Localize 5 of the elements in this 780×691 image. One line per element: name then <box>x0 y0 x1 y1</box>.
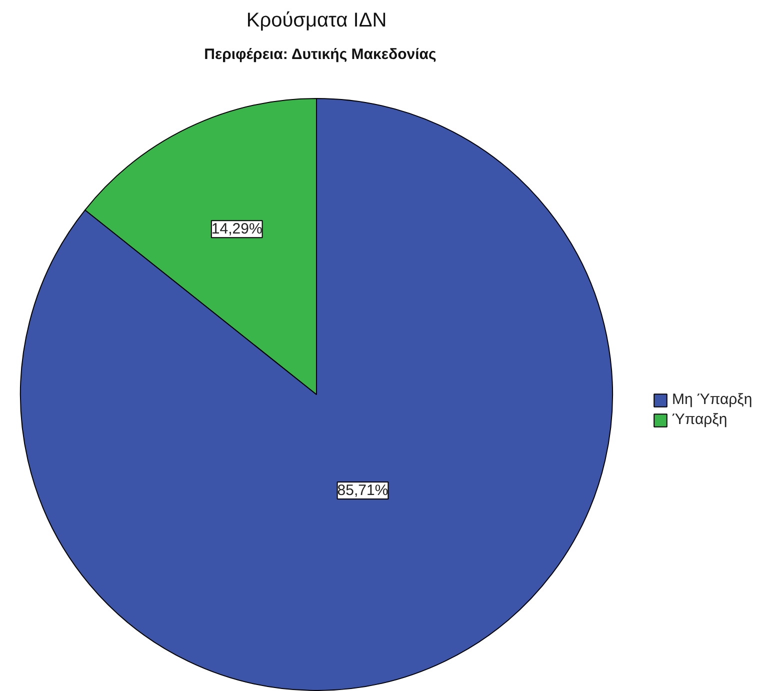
data-label: 14,29% <box>211 220 262 238</box>
chart-subtitle: Περιφέρεια: Δυτικής Μακεδονίας <box>204 46 436 63</box>
chart-title: Κρούσματα ΙΔΝ <box>246 10 387 32</box>
legend-label: Ύπαρξη <box>672 411 728 428</box>
legend-label: Μη Ύπαρξη <box>672 391 752 408</box>
